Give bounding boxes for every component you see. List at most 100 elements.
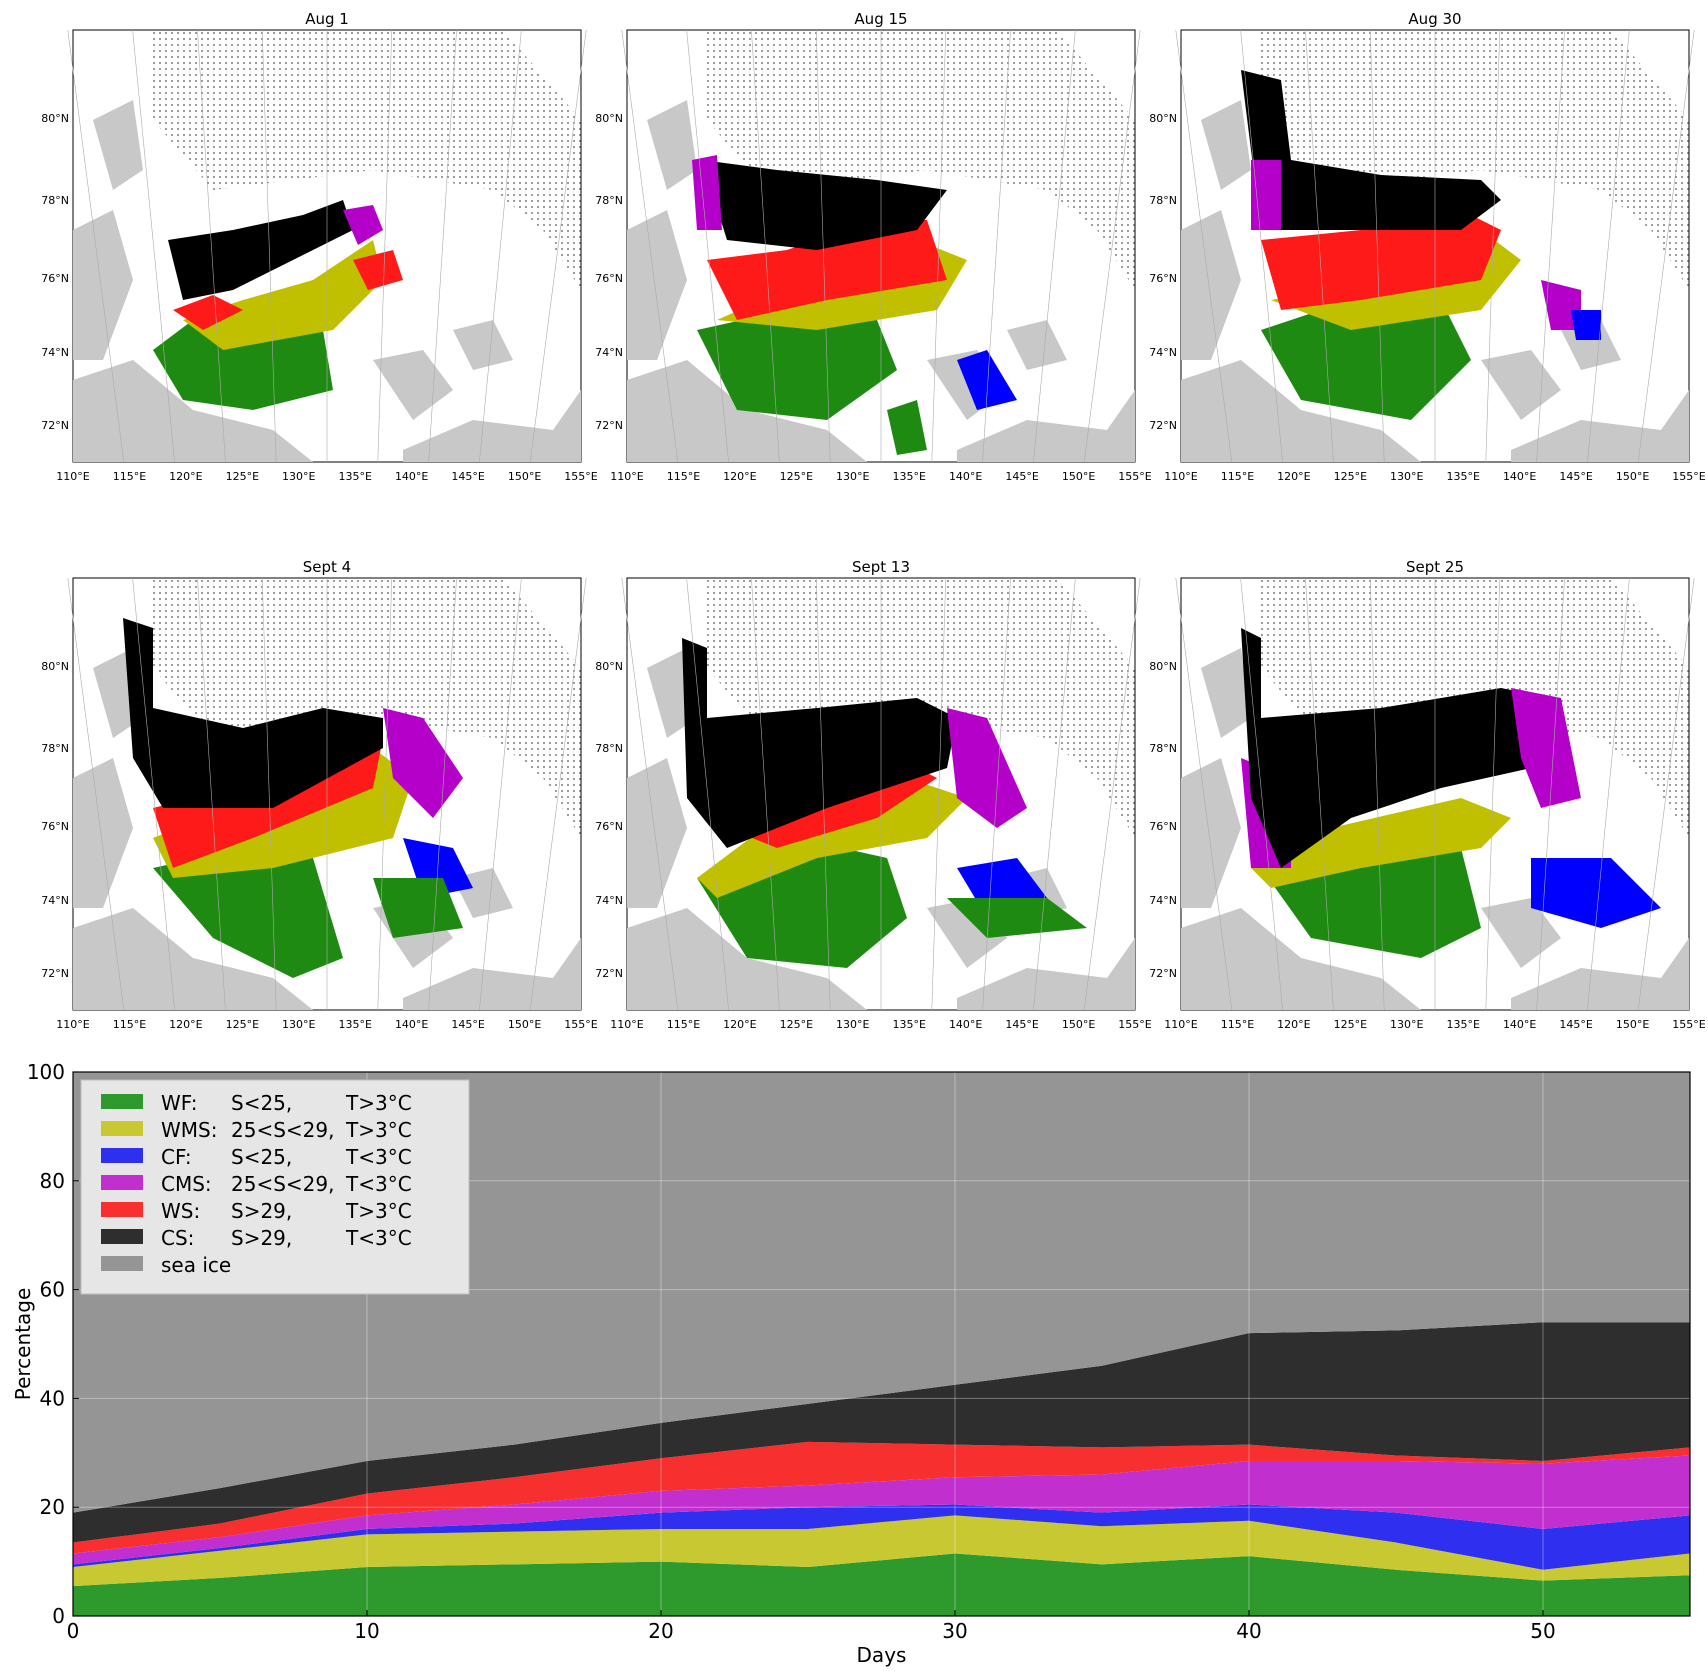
lon-tick-label: 130°E: [282, 1018, 315, 1031]
legend-swatch-CF: [101, 1148, 143, 1163]
area-WMS: [73, 1515, 1690, 1587]
land-mass: [627, 908, 867, 1010]
lon-tick-label: 125°E: [1334, 470, 1367, 483]
lon-tick-label: 110°E: [56, 1018, 89, 1031]
graticule-line: [1369, 577, 1385, 1011]
land-mass: [1201, 100, 1251, 190]
lon-tick-label: 150°E: [1062, 1018, 1095, 1031]
map-panel: Aug 30 80°N 78°N 76°N 74°N 72°N 110°E 115°E 120°…: [1149, 10, 1706, 483]
land-mass: [453, 320, 513, 370]
lat-tick-label: 74°N: [595, 346, 623, 359]
lon-tick-label: 120°E: [169, 470, 202, 483]
graticule-line: [1305, 29, 1334, 463]
lon-tick-label: 155°E: [564, 1018, 597, 1031]
legend-salinity: 25<S<29,: [231, 1172, 334, 1196]
legend-salinity: 25<S<29,: [231, 1118, 334, 1142]
graticule-line: [621, 577, 679, 1011]
map-panel: Aug 15 80°N 78°N 76°N 74°N 72°N 110°E 115°E 120°…: [595, 10, 1152, 483]
water-mass-region: [957, 350, 1017, 410]
land-mass: [93, 100, 143, 190]
panel-title: Aug 15: [854, 10, 907, 28]
lon-tick-label: 115°E: [1221, 470, 1254, 483]
land-mass: [647, 100, 697, 190]
lon-tick-label: 135°E: [892, 1018, 925, 1031]
water-mass-region: [947, 898, 1087, 938]
lon-tick-label: 130°E: [836, 1018, 869, 1031]
lon-tick-label: 135°E: [892, 470, 925, 483]
lat-tick-label: 78°N: [41, 194, 69, 207]
graticule-line: [197, 29, 226, 463]
lat-tick-label: 78°N: [595, 194, 623, 207]
lon-tick-label: 145°E: [451, 1018, 484, 1031]
lat-tick-label: 76°N: [41, 820, 69, 833]
lon-tick-label: 155°E: [1672, 1018, 1705, 1031]
legend-swatch-sea_ice: [101, 1256, 143, 1271]
lon-tick-label: 140°E: [1503, 470, 1536, 483]
lon-tick-label: 110°E: [610, 1018, 643, 1031]
plot-frame: [72, 1071, 1691, 1617]
land-mass: [1181, 908, 1421, 1010]
water-mass-region: [1541, 280, 1581, 330]
sea-ice-dots: [1261, 30, 1689, 290]
area-sea_ice: [73, 1072, 1690, 1513]
area-WS: [73, 1441, 1690, 1554]
lat-tick-label: 72°N: [595, 967, 623, 980]
water-mass-region: [1241, 70, 1501, 230]
water-mass-region: [343, 205, 383, 245]
x-tick-label: 50: [1530, 1619, 1555, 1643]
lat-tick-label: 80°N: [41, 660, 69, 673]
lon-tick-label: 145°E: [451, 470, 484, 483]
graticule-line: [1369, 29, 1385, 463]
lat-tick-label: 76°N: [41, 272, 69, 285]
x-tick-label: 0: [67, 1619, 80, 1643]
lat-tick-label: 76°N: [1149, 272, 1177, 285]
graticule-line: [428, 577, 457, 1011]
map-panel: Sept 4 80°N 78°N 76°N 74°N 72°N 110°E 115°E 120°…: [41, 558, 598, 1031]
lat-tick-label: 78°N: [1149, 194, 1177, 207]
legend-temperature: T<3°C: [345, 1172, 412, 1196]
map-panel: Aug 1 80°N 78°N 76°N 74°N 72°N 110°E 115°E 120°E…: [41, 10, 598, 483]
panel-title: Sept 4: [303, 558, 351, 576]
lon-tick-label: 115°E: [667, 470, 700, 483]
graticule-line: [1637, 577, 1695, 1011]
sea-ice-dots: [707, 30, 1135, 290]
land-mass: [73, 210, 133, 360]
x-axis-label: Days: [857, 1643, 907, 1667]
sea-ice-dots: [153, 30, 581, 290]
water-mass-region: [153, 848, 343, 978]
lon-tick-label: 150°E: [1616, 470, 1649, 483]
area-CS: [73, 1322, 1690, 1543]
lon-tick-label: 135°E: [338, 1018, 371, 1031]
lat-tick-label: 72°N: [595, 419, 623, 432]
lon-tick-label: 145°E: [1005, 1018, 1038, 1031]
water-mass-region: [682, 638, 957, 848]
graticule-line: [751, 577, 780, 1011]
land-mass: [1181, 360, 1421, 462]
graticule-line: [1033, 577, 1076, 1011]
legend-salinity: S>29,: [231, 1199, 292, 1223]
map-panel: Sept 25 80°N 78°N 76°N 74°N 72°N 110°E 115°E 120…: [1149, 558, 1706, 1031]
lon-tick-label: 140°E: [1503, 1018, 1536, 1031]
legend-salinity: S>29,: [231, 1226, 292, 1250]
water-mass-region: [1531, 858, 1661, 928]
graticule-line: [815, 29, 831, 463]
graticule-line: [1240, 29, 1283, 463]
panel-title: Aug 1: [305, 10, 349, 28]
lat-tick-label: 76°N: [595, 820, 623, 833]
water-mass-region: [173, 295, 243, 330]
lat-tick-label: 78°N: [1149, 742, 1177, 755]
lon-tick-label: 140°E: [949, 470, 982, 483]
land-mass: [1181, 758, 1241, 908]
lat-tick-label: 80°N: [595, 112, 623, 125]
graticule-line: [621, 29, 679, 463]
lon-tick-label: 125°E: [226, 470, 259, 483]
graticule-line: [815, 577, 831, 1011]
graticule-line: [132, 29, 175, 463]
land-mass: [1511, 938, 1689, 1010]
panel-title: Sept 13: [852, 558, 910, 576]
lon-tick-label: 125°E: [780, 470, 813, 483]
lon-tick-label: 135°E: [338, 470, 371, 483]
lon-tick-label: 150°E: [508, 470, 541, 483]
lon-tick-label: 120°E: [169, 1018, 202, 1031]
lat-tick-label: 80°N: [1149, 660, 1177, 673]
